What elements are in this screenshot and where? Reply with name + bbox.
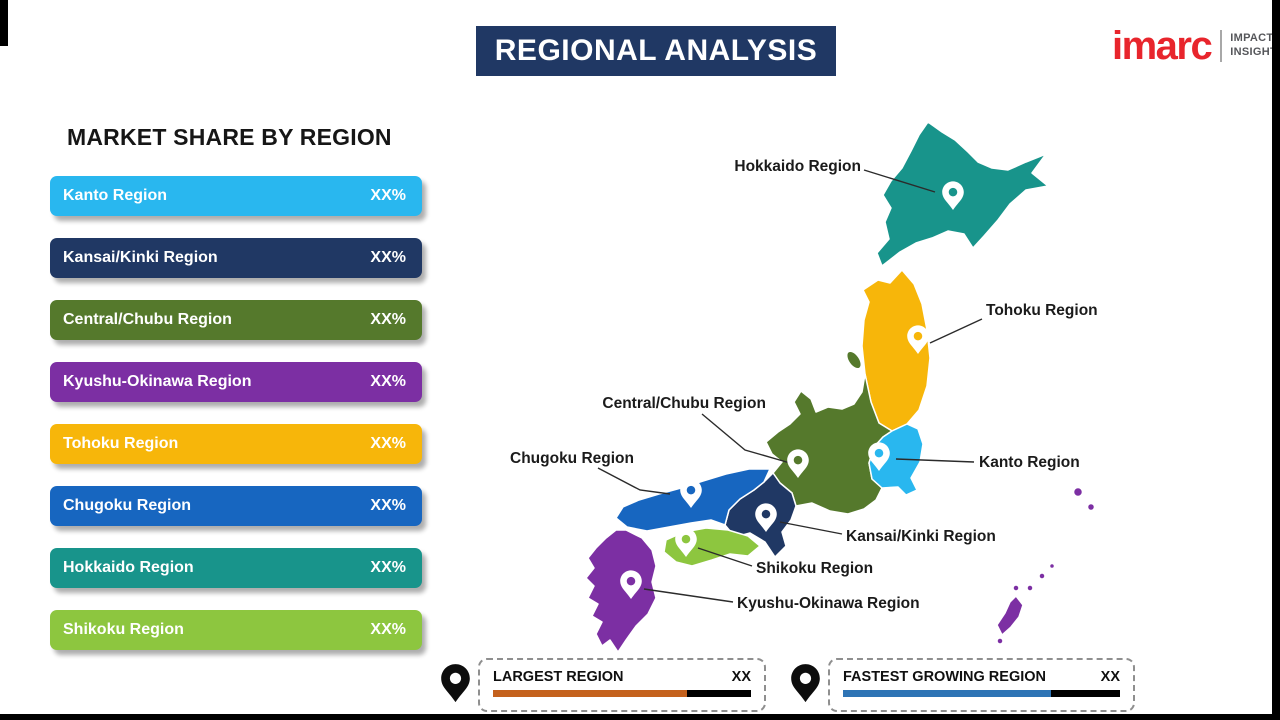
largest-region-bar-main xyxy=(493,690,687,697)
share-bar-shikoku: Shikoku Region XX% xyxy=(50,610,422,650)
share-bar-label: Kansai/Kinki Region xyxy=(63,249,218,266)
largest-region-legend: LARGEST REGION XX xyxy=(478,658,766,712)
share-bar-chubu: Central/Chubu Region XX% xyxy=(50,300,422,340)
connector-chubu xyxy=(701,413,791,464)
fastest-region-bar xyxy=(843,690,1120,697)
share-bar-value: XX% xyxy=(370,249,406,266)
fastest-region-label: FASTEST GROWING REGION xyxy=(843,669,1047,685)
logo-tagline: IMPACTFUL INSIGHTS xyxy=(1230,32,1280,60)
map-label-chubu: Central/Chubu Region xyxy=(602,395,766,412)
pin-shikoku-icon xyxy=(675,528,697,557)
imarc-logo: imarc IMPACTFUL INSIGHTS xyxy=(1112,26,1280,66)
largest-region-bar-rest xyxy=(686,690,751,697)
fastest-region-pin-icon xyxy=(791,664,820,703)
screen-edge-right xyxy=(1272,0,1280,720)
share-bar-value: XX% xyxy=(370,373,406,390)
share-bar-label: Hokkaido Region xyxy=(63,559,194,576)
largest-region-label: LARGEST REGION xyxy=(493,669,624,685)
imarc-wordmark: imarc xyxy=(1112,24,1213,68)
region-kyushu xyxy=(585,529,657,653)
map-label-hokkaido: Hokkaido Region xyxy=(734,158,861,175)
logo-tagline-line1: IMPACTFUL xyxy=(1230,32,1280,45)
connector-hokkaido xyxy=(863,169,936,193)
page-title: REGIONAL ANALYSIS xyxy=(476,26,836,76)
share-bar-tohoku: Tohoku Region XX% xyxy=(50,424,422,464)
logo-divider xyxy=(1220,30,1223,62)
pin-kyushu-icon xyxy=(620,570,642,599)
fastest-region-value: XX xyxy=(1100,669,1120,685)
pin-tohoku-icon xyxy=(907,325,929,354)
region-shikoku xyxy=(663,527,761,567)
map-label-tohoku: Tohoku Region xyxy=(986,302,1098,319)
fastest-region-legend: FASTEST GROWING REGION XX xyxy=(828,658,1135,712)
share-bar-label: Kanto Region xyxy=(63,187,167,204)
share-bar-value: XX% xyxy=(370,621,406,638)
pin-okinawa-icon xyxy=(1005,556,1027,585)
connector-shikoku xyxy=(697,547,753,567)
label-connectors xyxy=(597,169,983,603)
japan-map: Hokkaido Region Tohoku Region Central/Ch… xyxy=(510,121,1098,653)
share-bar-value: XX% xyxy=(370,559,406,576)
connector-kyushu xyxy=(643,588,734,603)
largest-region-pin-icon xyxy=(441,664,470,703)
okinawa-islands xyxy=(996,486,1096,645)
market-share-list: Kanto Region XX% Kansai/Kinki Region XX%… xyxy=(50,176,422,672)
connector-tohoku xyxy=(929,318,983,344)
fastest-region-bar-rest xyxy=(1050,690,1120,697)
market-share-heading: MARKET SHARE BY REGION xyxy=(67,124,392,150)
map-label-kanto: Kanto Region xyxy=(979,454,1080,471)
share-bar-label: Shikoku Region xyxy=(63,621,184,638)
connector-kanto xyxy=(895,458,975,463)
largest-region-bar xyxy=(493,690,751,697)
pin-hokkaido-icon xyxy=(942,181,964,210)
share-bar-kyushu: Kyushu-Okinawa Region XX% xyxy=(50,362,422,402)
screen-edge-bottom xyxy=(0,714,1280,720)
share-bar-value: XX% xyxy=(370,187,406,204)
connector-chugoku xyxy=(597,467,671,495)
page-title-text: REGIONAL ANALYSIS xyxy=(494,34,818,67)
share-bar-chugoku: Chugoku Region XX% xyxy=(50,486,422,526)
share-bar-kansai: Kansai/Kinki Region XX% xyxy=(50,238,422,278)
map-pins xyxy=(620,181,1027,599)
share-bar-kanto: Kanto Region XX% xyxy=(50,176,422,216)
connector-kansai xyxy=(779,521,843,535)
pin-chubu-icon xyxy=(787,449,809,478)
map-label-kyushu: Kyushu-Okinawa Region xyxy=(737,595,920,612)
screen-edge-corner xyxy=(0,0,8,46)
share-bar-value: XX% xyxy=(370,435,406,452)
map-label-shikoku: Shikoku Region xyxy=(756,560,873,577)
share-bar-label: Kyushu-Okinawa Region xyxy=(63,373,252,390)
sado-island xyxy=(845,350,863,370)
pin-kansai-icon xyxy=(755,503,777,532)
pin-kanto-icon xyxy=(868,442,890,471)
share-bar-value: XX% xyxy=(370,311,406,328)
map-label-chugoku: Chugoku Region xyxy=(510,450,634,467)
pin-chugoku-icon xyxy=(680,479,702,508)
largest-region-value: XX xyxy=(731,669,751,685)
fastest-region-bar-main xyxy=(843,690,1051,697)
share-bar-label: Chugoku Region xyxy=(63,497,191,514)
logo-tagline-line2: INSIGHTS xyxy=(1230,46,1280,58)
share-bar-hokkaido: Hokkaido Region XX% xyxy=(50,548,422,588)
share-bar-label: Tohoku Region xyxy=(63,435,179,452)
map-labels: Hokkaido Region Tohoku Region Central/Ch… xyxy=(510,158,1098,612)
share-bar-value: XX% xyxy=(370,497,406,514)
map-label-kansai: Kansai/Kinki Region xyxy=(846,528,996,545)
share-bar-label: Central/Chubu Region xyxy=(63,311,232,328)
